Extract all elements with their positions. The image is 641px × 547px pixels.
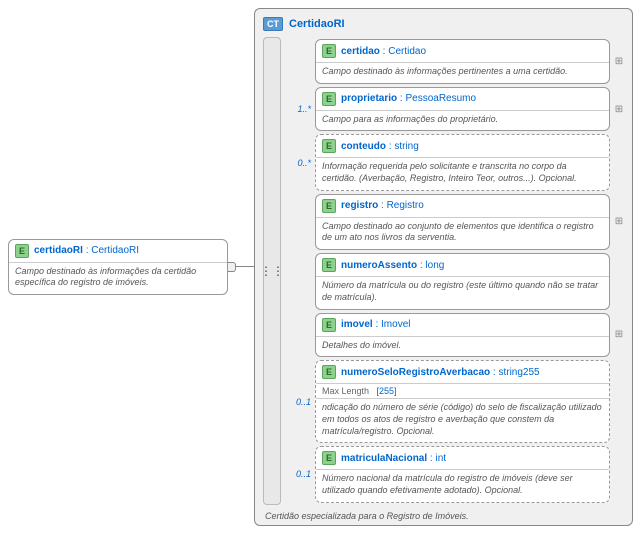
element-label: imovel : Imovel xyxy=(341,319,410,330)
children-list: Ecertidao : CertidaoCampo destinado às i… xyxy=(289,37,624,505)
element-desc: Detalhes do imóvel. xyxy=(316,336,609,357)
element-badge-icon: E xyxy=(322,139,336,153)
child-row: 0..1 EnumeroSeloRegistroAverbacao : strin… xyxy=(289,360,624,443)
expand-icon[interactable]: ⊞ xyxy=(614,56,624,67)
element-head: Ecertidao : Certidao xyxy=(316,40,609,62)
element-box[interactable]: Eproprietario : PessoaResumoCampo para a… xyxy=(315,87,610,132)
element-desc: ndicação do número de série (código) do … xyxy=(316,398,609,442)
sequence-icon: ⋮⋮ xyxy=(260,264,284,278)
child-row: Eimovel : ImovelDetalhes do imóvel.⊞ xyxy=(289,313,624,358)
element-badge-icon: E xyxy=(322,199,336,213)
element-box[interactable]: Eregistro : RegistroCampo destinado ao c… xyxy=(315,194,610,250)
element-desc: Campo destinado ao conjunto de elementos… xyxy=(316,217,609,249)
sequence-bar: ⋮⋮ xyxy=(263,37,281,505)
element-type: : string255 xyxy=(490,367,539,378)
element-badge-icon: E xyxy=(322,92,336,106)
element-box[interactable]: Eimovel : ImovelDetalhes do imóvel. xyxy=(315,313,610,358)
element-desc: Informação requerida pelo solicitante e … xyxy=(316,157,609,189)
child-row: Ecertidao : CertidaoCampo destinado às i… xyxy=(289,39,624,84)
connector-line xyxy=(236,266,254,267)
element-name: matriculaNacional xyxy=(341,453,427,464)
element-label: proprietario : PessoaResumo xyxy=(341,93,476,104)
element-badge-icon: E xyxy=(322,258,336,272)
schema-diagram: E certidaoRI : CertidaoRI Campo destinad… xyxy=(8,8,633,526)
element-name: registro xyxy=(341,200,378,211)
occurrence-label: 0..1 xyxy=(289,397,311,407)
occurrence-label: 0..* xyxy=(289,158,311,168)
child-row: 1..*Eproprietario : PessoaResumoCampo pa… xyxy=(289,87,624,132)
element-box[interactable]: EnumeroAssento : longNúmero da matrícula… xyxy=(315,253,610,309)
element-constraint: Max Length [255] xyxy=(316,383,609,398)
element-box[interactable]: Econteudo : stringInformação requerida p… xyxy=(315,134,610,190)
root-column: E certidaoRI : CertidaoRI Campo destinad… xyxy=(8,239,228,295)
element-head: Eregistro : Registro xyxy=(316,195,609,217)
complex-type-badge-icon: CT xyxy=(263,17,283,31)
root-element-head: E certidaoRI : CertidaoRI xyxy=(9,240,227,262)
occurrence-label: 1..* xyxy=(289,104,311,114)
root-element[interactable]: E certidaoRI : CertidaoRI Campo destinad… xyxy=(8,239,228,295)
complex-type-footer: Certidão especializada para o Registro d… xyxy=(263,511,624,521)
child-row: 0..*Econteudo : stringInformação requeri… xyxy=(289,134,624,190)
element-name: certidao xyxy=(341,46,380,57)
element-head: Econteudo : string xyxy=(316,135,609,157)
element-name: numeroSeloRegistroAverbacao xyxy=(341,367,490,378)
connector xyxy=(228,262,254,272)
element-type: : Imovel xyxy=(373,319,411,330)
element-label: numeroSeloRegistroAverbacao : string255 xyxy=(341,367,540,378)
element-head: EmatriculaNacional : int xyxy=(316,447,609,469)
child-row: EnumeroAssento : longNúmero da matrícula… xyxy=(289,253,624,309)
root-element-label: certidaoRI : CertidaoRI xyxy=(34,245,139,256)
element-box[interactable]: EmatriculaNacional : intNúmero nacional … xyxy=(315,446,610,502)
element-type: : Certidao xyxy=(380,46,426,57)
element-label: certidao : Certidao xyxy=(341,46,426,57)
element-type: : string xyxy=(386,141,419,152)
element-desc: Campo para as informações do proprietári… xyxy=(316,110,609,131)
element-head: EnumeroSeloRegistroAverbacao : string255 xyxy=(316,361,609,383)
complex-type-title: CertidaoRI xyxy=(289,18,345,30)
element-desc: Número nacional da matrícula do registro… xyxy=(316,469,609,501)
element-head: EnumeroAssento : long xyxy=(316,254,609,276)
occurrence-label: 0..1 xyxy=(289,469,311,479)
expand-icon[interactable]: ⊞ xyxy=(614,104,624,115)
element-badge-icon: E xyxy=(322,365,336,379)
expand-icon[interactable]: ⊞ xyxy=(614,216,624,227)
element-badge-icon: E xyxy=(322,44,336,58)
element-desc: Número da matrícula ou do registro (este… xyxy=(316,276,609,308)
element-type: : long xyxy=(417,260,444,271)
expand-icon[interactable]: ⊞ xyxy=(614,329,624,340)
socket-icon xyxy=(228,262,236,272)
element-name: proprietario xyxy=(341,93,397,104)
element-type: : PessoaResumo xyxy=(397,93,476,104)
child-row: Eregistro : RegistroCampo destinado ao c… xyxy=(289,194,624,250)
element-type: : Registro xyxy=(378,200,424,211)
element-label: matriculaNacional : int xyxy=(341,453,446,464)
complex-type-body: ⋮⋮ Ecertidao : CertidaoCampo destinado à… xyxy=(263,37,624,505)
element-box[interactable]: Ecertidao : CertidaoCampo destinado às i… xyxy=(315,39,610,84)
element-type: : int xyxy=(427,453,446,464)
element-box[interactable]: EnumeroSeloRegistroAverbacao : string255… xyxy=(315,360,610,443)
element-name: imovel xyxy=(341,319,373,330)
element-label: registro : Registro xyxy=(341,200,424,211)
element-head: Eproprietario : PessoaResumo xyxy=(316,88,609,110)
child-row: 0..1EmatriculaNacional : intNúmero nacio… xyxy=(289,446,624,502)
complex-type-box: CT CertidaoRI ⋮⋮ Ecertidao : CertidaoCam… xyxy=(254,8,633,526)
element-badge-icon: E xyxy=(322,318,336,332)
element-name: conteudo xyxy=(341,141,386,152)
root-element-desc: Campo destinado às informações da certid… xyxy=(9,262,227,294)
element-badge-icon: E xyxy=(322,451,336,465)
element-name: numeroAssento xyxy=(341,260,417,271)
element-desc: Campo destinado às informações pertinent… xyxy=(316,62,609,83)
element-head: Eimovel : Imovel xyxy=(316,314,609,336)
element-label: numeroAssento : long xyxy=(341,260,444,271)
element-badge-icon: E xyxy=(15,244,29,258)
element-label: conteudo : string xyxy=(341,141,419,152)
complex-type-header: CT CertidaoRI xyxy=(263,17,624,31)
